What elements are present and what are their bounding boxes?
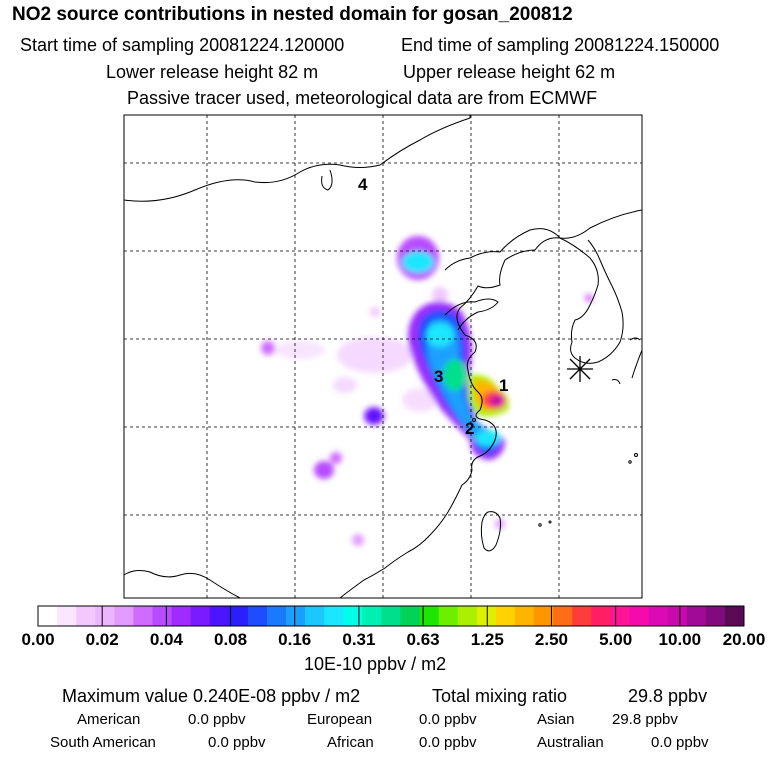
colorbar-swatch: [362, 606, 382, 626]
map-label-3: 3: [434, 367, 443, 386]
colorbar: [37, 605, 745, 627]
colorbar-swatch: [419, 606, 440, 626]
tracer-note: Passive tracer used, meteorological data…: [127, 88, 598, 108]
region-name: European: [307, 711, 373, 728]
colorbar-tick-label: 5.00: [599, 630, 633, 649]
max-value-label: Maximum value 0.240E-08 ppbv / m2: [62, 686, 361, 706]
end-time-label: End time of sampling 20081224.150000: [401, 35, 720, 55]
colorbar-swatch: [228, 606, 249, 626]
colorbar-swatch: [286, 606, 306, 626]
colorbar-swatch: [534, 606, 554, 626]
region-name: Australian: [537, 734, 604, 751]
colorbar-swatch: [343, 606, 363, 626]
region-value: 0.0 ppbv: [208, 734, 266, 751]
start-time-label: Start time of sampling 20081224.120000: [20, 35, 345, 55]
colorbar-swatch: [686, 606, 707, 626]
region-value: 0.0 ppbv: [419, 734, 477, 751]
colorbar-tick-label: 0.31: [342, 630, 376, 649]
colorbar-swatch: [629, 606, 650, 626]
colorbar-swatch: [476, 606, 497, 626]
colorbar-swatch: [95, 606, 115, 626]
region-value: 29.8 ppbv: [612, 711, 678, 728]
colorbar-swatch: [381, 606, 402, 626]
colorbar-swatch: [553, 606, 573, 626]
colorbar-swatch: [667, 606, 688, 626]
colorbar-frame: [37, 605, 745, 627]
colorbar-swatch: [190, 606, 211, 626]
map-panel: 1 2 3 4: [124, 115, 642, 598]
colorbar-swatch: [648, 606, 669, 626]
colorbar-swatch: [705, 606, 726, 626]
colorbar-tick-label: 20.00: [722, 630, 766, 649]
region-name: Asian: [537, 711, 575, 728]
total-mixing-label: Total mixing ratio: [432, 686, 568, 706]
colorbar-tick-label: 0.04: [149, 630, 183, 649]
colorbar-tick-label: 0.63: [406, 630, 440, 649]
colorbar-swatch: [76, 606, 96, 626]
colorbar-swatch: [38, 606, 58, 626]
lower-height-label: Lower release height 82 m: [106, 62, 319, 82]
colorbar-tick-label: 0.00: [21, 630, 55, 649]
map-label-2: 2: [465, 419, 474, 438]
colorbar-swatch: [610, 606, 631, 626]
colorbar-swatch: [400, 606, 421, 626]
colorbar-tick-label: 2.50: [534, 630, 568, 649]
colorbar-swatch: [133, 606, 153, 626]
region-value: 0.0 ppbv: [651, 734, 709, 751]
region-value: 0.0 ppbv: [188, 711, 246, 728]
colorbar-swatch: [572, 606, 592, 626]
no2-plume: [261, 236, 593, 546]
lat-lon-grid: [124, 115, 642, 598]
colorbar-swatch: [724, 606, 745, 626]
colorbar-swatch: [438, 606, 459, 626]
upper-height-label: Upper release height 62 m: [403, 62, 616, 82]
colorbar-tick-label: 0.16: [278, 630, 312, 649]
colorbar-swatch: [247, 606, 268, 626]
map-frame: [123, 114, 643, 599]
colorbar-tick-label: 0.08: [213, 630, 248, 649]
colorbar-tick-label: 0.02: [85, 630, 119, 649]
colorbar-swatch: [324, 606, 344, 626]
colorbar-swatch: [171, 606, 192, 626]
gosan-star-icon: [567, 356, 593, 382]
colorbar-swatch: [209, 606, 230, 626]
total-mixing-value: 29.8 ppbv: [628, 686, 708, 706]
region-name: South American: [50, 734, 156, 751]
colorbar-swatch: [515, 606, 535, 626]
colorbar-swatch: [266, 606, 287, 626]
map-label-4: 4: [358, 175, 368, 194]
colorbar-tick-label: 10.00: [658, 630, 702, 649]
colorbar-unit: 10E-10 ppbv / m2: [304, 654, 447, 674]
colorbar-swatch: [591, 606, 611, 626]
map-label-1: 1: [499, 376, 508, 395]
colorbar-swatch: [457, 606, 478, 626]
colorbar-tick-label: 1.25: [470, 630, 504, 649]
colorbar-swatch: [305, 606, 325, 626]
page-title: NO2 source contributions in nested domai…: [12, 4, 573, 25]
colorbar-swatch: [152, 606, 173, 626]
colorbar-swatch: [114, 606, 134, 626]
region-name: African: [327, 734, 374, 751]
region-name: American: [77, 711, 141, 728]
region-value: 0.0 ppbv: [419, 711, 477, 728]
coastlines: [124, 115, 642, 598]
colorbar-swatch: [495, 606, 516, 626]
colorbar-swatch: [57, 606, 77, 626]
